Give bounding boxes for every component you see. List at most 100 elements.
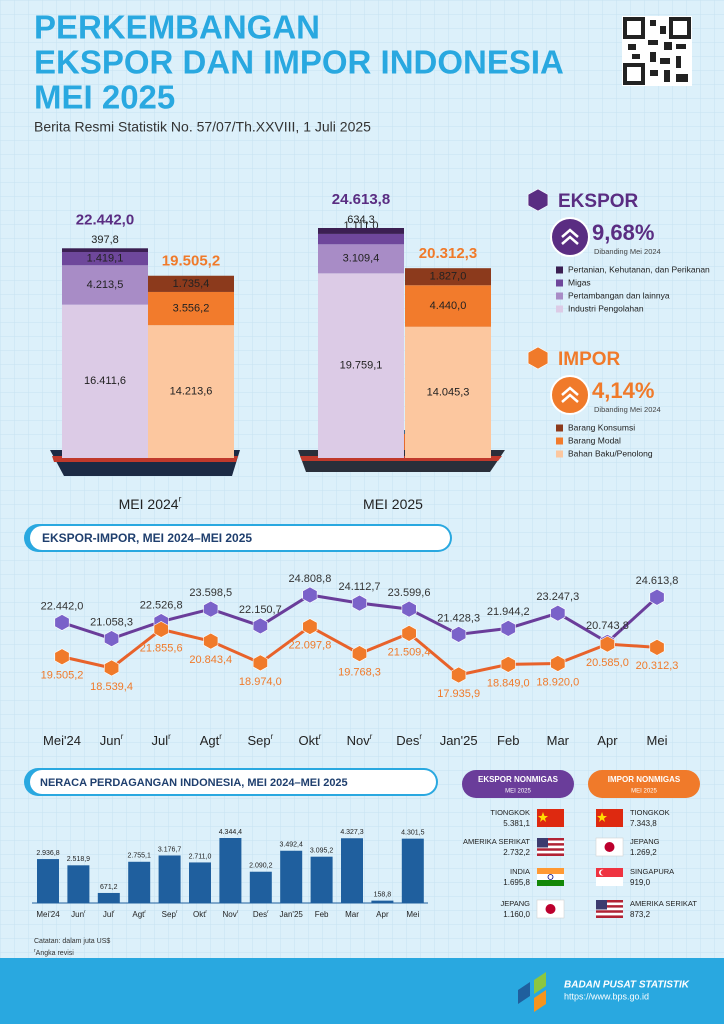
bar bbox=[371, 900, 394, 903]
revision-note: rAngka revisi bbox=[34, 948, 74, 957]
x-tick-label: Oktr bbox=[298, 732, 321, 749]
partner-value: 873,2 bbox=[630, 910, 651, 919]
x-tick-label: Mei bbox=[647, 733, 668, 748]
category: Nov bbox=[347, 733, 371, 748]
marker bbox=[203, 632, 219, 650]
data-label: 3.492,4 bbox=[280, 842, 303, 849]
category: Mei bbox=[647, 733, 668, 748]
change-note: Dibanding Mei 2024 bbox=[594, 247, 661, 256]
legend-swatch bbox=[556, 437, 563, 445]
partner-value: 1.269,2 bbox=[630, 848, 657, 857]
change-note: Dibanding Mei 2024 bbox=[594, 405, 661, 414]
flag bbox=[537, 868, 564, 886]
revision-mark: r bbox=[113, 909, 115, 915]
total-label: 20.312,3 bbox=[419, 245, 477, 262]
marker bbox=[351, 594, 368, 612]
category: Agt bbox=[132, 910, 145, 919]
bar-segment bbox=[62, 248, 148, 253]
logo bbox=[518, 972, 546, 1012]
org-url[interactable]: https://www.bps.go.id bbox=[564, 991, 649, 1001]
partner-country: TIONGKOK bbox=[490, 808, 530, 817]
x-tick-label: MEI 2024r bbox=[119, 494, 182, 512]
x-tick-label: Novr bbox=[347, 732, 373, 749]
partner-header bbox=[588, 770, 700, 798]
x-tick-label: Desr bbox=[396, 732, 422, 749]
x-tick-label: Julr bbox=[152, 732, 172, 749]
x-tick-label: Mei'24 bbox=[36, 910, 60, 919]
x-tick-label: Sepr bbox=[247, 732, 273, 749]
bar-segment bbox=[405, 326, 491, 458]
flag-field bbox=[596, 809, 623, 827]
category: MEI 2025 bbox=[363, 496, 423, 512]
data-label: 21.509,4 bbox=[388, 646, 431, 658]
partner-header bbox=[462, 770, 574, 798]
data-label: 23.247,3 bbox=[536, 591, 579, 603]
partner-value: 7.343,8 bbox=[630, 819, 657, 828]
flag-band bbox=[537, 874, 564, 880]
data-label: 397,8 bbox=[91, 234, 119, 246]
data-label: 19.759,1 bbox=[340, 360, 383, 372]
data-label: 1.735,4 bbox=[173, 278, 210, 290]
category: Des bbox=[253, 910, 267, 919]
partner-country: TIONGKOK bbox=[630, 808, 670, 817]
x-tick-label: Feb bbox=[497, 733, 519, 748]
category: Nov bbox=[222, 910, 236, 919]
bar bbox=[280, 850, 303, 903]
bar bbox=[37, 859, 59, 903]
data-label: 4.327,3 bbox=[340, 829, 363, 836]
category: Agt bbox=[200, 733, 220, 748]
category: Apr bbox=[376, 910, 389, 919]
marker bbox=[54, 648, 70, 666]
bar-segment bbox=[62, 265, 148, 305]
category: Mar bbox=[345, 910, 359, 919]
logo-part bbox=[534, 972, 546, 994]
data-label: 14.213,6 bbox=[170, 385, 213, 397]
data-label: 2.755,1 bbox=[128, 853, 151, 860]
data-label: 4.213,5 bbox=[87, 279, 124, 291]
partner-country: INDIA bbox=[510, 867, 530, 876]
flag-stripe bbox=[596, 910, 623, 913]
flag bbox=[596, 809, 623, 827]
bar bbox=[67, 865, 90, 903]
flag-canton bbox=[596, 900, 607, 910]
marker bbox=[527, 346, 549, 370]
chart-banner: EKSPOR-IMPOR, MEI 2024–MEI 2025 bbox=[24, 524, 452, 552]
marker bbox=[550, 604, 566, 622]
partner-value: 1.695,8 bbox=[503, 878, 530, 887]
qr-modules bbox=[628, 20, 688, 82]
data-label: 3.556,2 bbox=[173, 302, 210, 314]
partner-period: MEI 2025 bbox=[505, 789, 531, 795]
flag-field bbox=[537, 809, 564, 827]
marker bbox=[401, 625, 417, 642]
category: Feb bbox=[497, 733, 519, 748]
revision-mark: r bbox=[144, 909, 146, 915]
bar bbox=[97, 892, 120, 903]
bar bbox=[219, 838, 242, 903]
data-label: 22.526,8 bbox=[140, 599, 183, 611]
category: MEI 2024 bbox=[119, 496, 179, 512]
x-tick-label: Feb bbox=[315, 910, 329, 919]
org-name: BADAN PUSAT STATISTIK bbox=[564, 980, 690, 991]
logo-part bbox=[534, 990, 546, 1012]
footer-band bbox=[0, 958, 724, 1024]
x-tick-label: MEI 2025 bbox=[363, 496, 423, 512]
flag-wheel bbox=[547, 874, 554, 880]
flag bbox=[596, 900, 623, 918]
data-label: 2.936,8 bbox=[36, 850, 59, 857]
data-label: 22.097,8 bbox=[289, 639, 332, 651]
category: Okt bbox=[193, 910, 206, 919]
marker bbox=[649, 638, 665, 656]
total-label: 22.442,0 bbox=[76, 211, 134, 228]
marker bbox=[649, 588, 665, 606]
category: Mei bbox=[406, 910, 419, 919]
flag-stripe bbox=[537, 838, 564, 841]
marker bbox=[252, 654, 268, 672]
banner bbox=[30, 526, 450, 550]
data-label: 671,2 bbox=[100, 884, 118, 891]
flag-star bbox=[597, 812, 607, 822]
category: Jun bbox=[71, 910, 84, 919]
x-tick-label: Sepr bbox=[162, 909, 178, 919]
legend-swatch bbox=[556, 450, 563, 458]
revision-mark: r bbox=[271, 732, 274, 741]
flag-moon-cut bbox=[600, 869, 606, 876]
